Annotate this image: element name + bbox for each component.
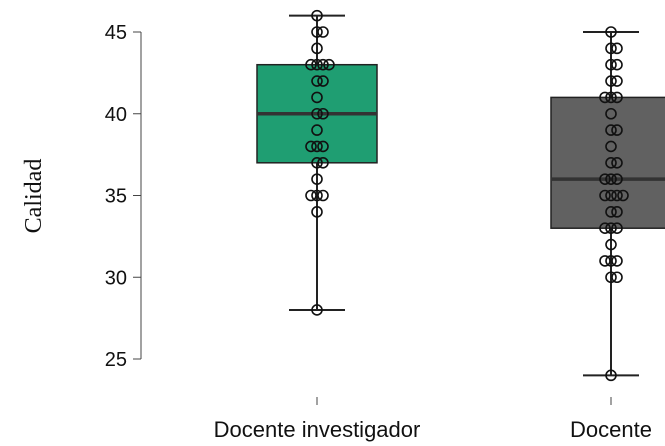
- data-point: [605, 369, 617, 382]
- data-point: [317, 189, 329, 202]
- data-point: [311, 58, 323, 71]
- data-point: [605, 75, 617, 87]
- x-category-label: Docente: [570, 417, 652, 442]
- data-point: [305, 140, 317, 153]
- data-point: [611, 91, 623, 104]
- data-point: [317, 157, 329, 169]
- data-point: [311, 304, 323, 316]
- axis-layer: 25 30 35 40 45 Docente investigador Docente: [105, 22, 652, 442]
- box-group: [550, 26, 665, 382]
- data-point: [311, 9, 323, 22]
- data-point: [311, 206, 323, 218]
- data-point: [605, 173, 617, 185]
- data-point: [305, 58, 317, 71]
- data-point: [611, 255, 623, 267]
- data-point: [311, 75, 323, 87]
- data-point: [311, 124, 323, 136]
- box-group: [256, 9, 378, 316]
- y-tick-label: 40: [105, 104, 127, 126]
- data-point: [599, 189, 611, 202]
- data-point: [605, 238, 617, 251]
- data-point: [605, 206, 617, 218]
- data-point: [611, 189, 623, 202]
- data-point: [605, 271, 617, 284]
- data-point: [605, 157, 617, 169]
- data-point: [605, 222, 617, 234]
- data-point: [611, 42, 623, 55]
- data-point: [317, 26, 329, 38]
- data-point: [611, 157, 623, 169]
- data-point: [311, 42, 323, 55]
- data-point: [605, 107, 617, 120]
- data-point: [611, 222, 623, 234]
- data-point: [311, 157, 323, 169]
- data-point: [611, 58, 623, 71]
- data-point: [311, 107, 323, 120]
- plot-layer: [256, 9, 665, 382]
- data-point: [611, 271, 623, 284]
- data-point: [599, 222, 611, 234]
- data-point: [611, 124, 623, 136]
- data-point: [617, 189, 629, 202]
- data-point: [605, 26, 617, 38]
- data-point: [323, 58, 335, 71]
- data-point: [317, 58, 329, 71]
- data-point: [317, 140, 329, 153]
- data-point: [311, 91, 323, 104]
- y-axis-label: Calidad: [21, 159, 47, 234]
- y-tick-label: 30: [105, 267, 127, 289]
- data-point: [311, 173, 323, 185]
- data-point: [611, 75, 623, 87]
- x-category-label: Docente investigador: [214, 417, 421, 442]
- data-point: [611, 206, 623, 218]
- data-point: [605, 124, 617, 136]
- data-point: [599, 91, 611, 104]
- data-point: [605, 189, 617, 202]
- data-point: [605, 91, 617, 104]
- data-point: [317, 75, 329, 87]
- data-point: [311, 189, 323, 202]
- box-rect: [550, 96, 665, 229]
- data-point: [605, 140, 617, 153]
- data-point: [599, 173, 611, 185]
- data-point: [605, 42, 617, 55]
- y-tick-label: 35: [105, 186, 127, 208]
- data-point: [605, 255, 617, 267]
- data-point: [599, 255, 611, 267]
- y-tick-label: 25: [105, 349, 127, 371]
- data-point: [311, 140, 323, 153]
- data-point: [305, 189, 317, 202]
- y-tick-label: 45: [105, 22, 127, 44]
- data-point: [605, 58, 617, 71]
- data-point: [317, 107, 329, 120]
- data-point: [611, 173, 623, 185]
- data-point: [311, 26, 323, 38]
